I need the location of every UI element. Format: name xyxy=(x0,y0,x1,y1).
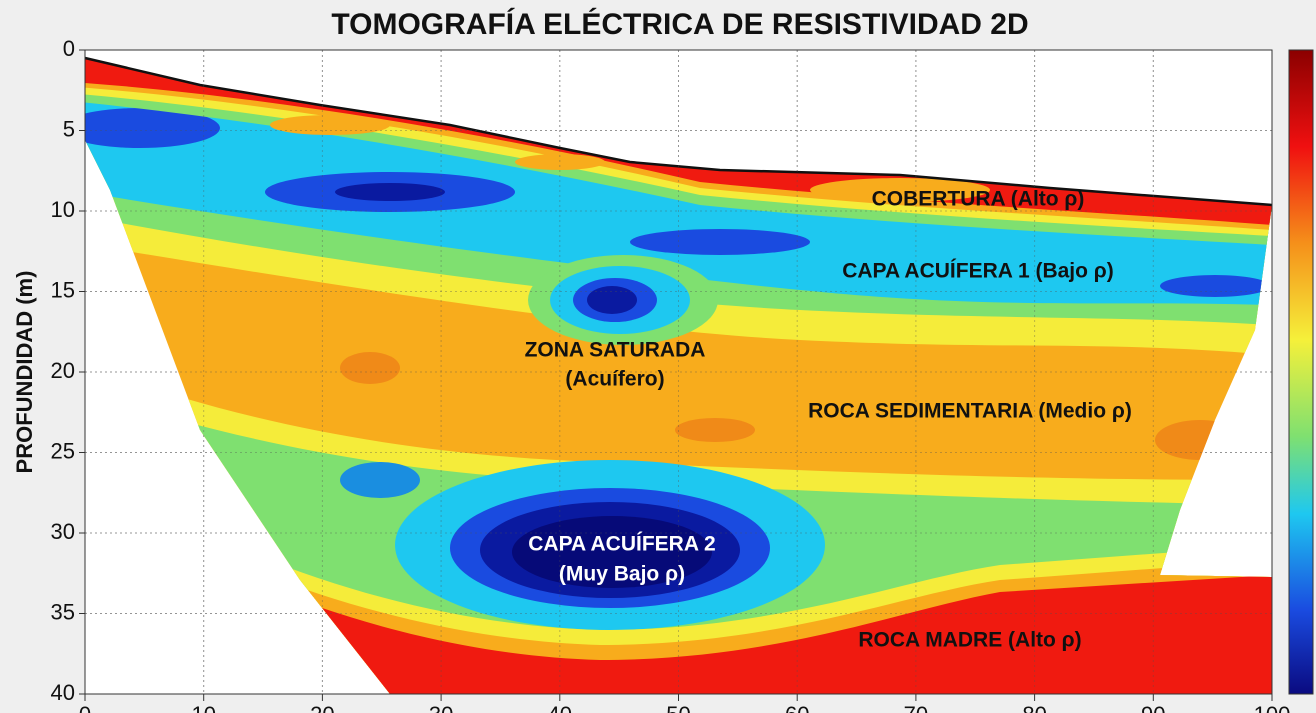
annotation: ZONA SATURADA xyxy=(525,339,706,362)
annotation: COBERTURA (Alto ρ) xyxy=(872,188,1085,211)
x-tick-label: 80 xyxy=(1022,702,1046,713)
surface-line xyxy=(84,56,1273,207)
y-tick-label: 20 xyxy=(51,358,75,383)
annotation: CAPA ACUÍFERA 1 (Bajo ρ) xyxy=(842,260,1114,283)
y-tick-label: 5 xyxy=(63,116,75,141)
x-tick-label: 60 xyxy=(785,702,809,713)
x-tick-label: 0 xyxy=(79,702,91,713)
colorbar xyxy=(1288,49,1314,695)
y-axis-label: PROFUNDIDAD (m) xyxy=(12,271,37,474)
y-tick-label: 25 xyxy=(51,438,75,463)
x-tick-label: 10 xyxy=(191,702,215,713)
x-tick-label: 30 xyxy=(429,702,453,713)
annotation: ROCA SEDIMENTARIA (Medio ρ) xyxy=(808,400,1132,423)
chart-title: TOMOGRAFÍA ELÉCTRICA DE RESISTIVIDAD 2D xyxy=(331,7,1028,41)
annotation: (Muy Bajo ρ) xyxy=(559,563,685,586)
x-tick-label: 50 xyxy=(666,702,690,713)
annotation: (Acuífero) xyxy=(565,368,664,391)
y-tick-label: 10 xyxy=(51,197,75,222)
x-tick-label: 40 xyxy=(548,702,572,713)
x-tick-label: 20 xyxy=(310,702,334,713)
y-tick-label: 15 xyxy=(51,277,75,302)
x-tick-label: 100 xyxy=(1254,702,1291,713)
annotation: ROCA MADRE (Alto ρ) xyxy=(858,629,1081,652)
x-tick-label: 90 xyxy=(1141,702,1165,713)
x-tick-label: 70 xyxy=(904,702,928,713)
y-tick-label: 30 xyxy=(51,519,75,544)
annotation: CAPA ACUÍFERA 2 xyxy=(528,533,715,556)
y-tick-label: 35 xyxy=(51,599,75,624)
y-tick-label: 0 xyxy=(63,36,75,61)
y-tick-label: 40 xyxy=(51,680,75,705)
